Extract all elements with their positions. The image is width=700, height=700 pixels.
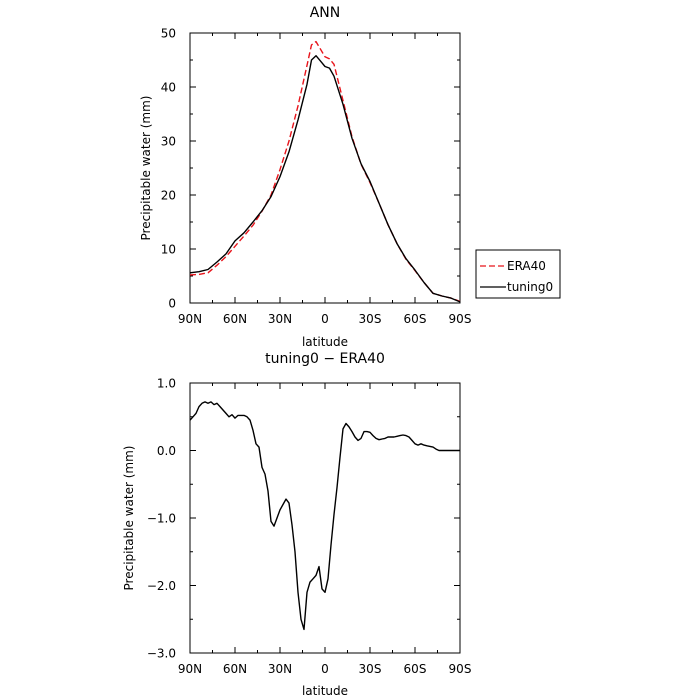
legend-label-tuning0: tuning0: [507, 280, 553, 294]
y-tick-label: 10: [161, 243, 176, 257]
y-tick-label: −3.0: [147, 647, 176, 661]
y-tick-label: 0.0: [157, 444, 176, 458]
series-line-tuning0: [189, 55, 461, 303]
x-axis-label: latitude: [302, 684, 348, 698]
y-axis-label: Precipitable water (mm): [122, 446, 136, 591]
x-tick-label: 30S: [359, 662, 382, 676]
panel-difference: tuning0 − ERA40 90N 60N 30N 0 30S 60S 90S −3.0 −…: [122, 351, 471, 698]
y-tick-label: 1.0: [157, 377, 176, 391]
legend-box: [475, 249, 561, 299]
x-tick-label: 90S: [449, 312, 472, 326]
plot-frame: [189, 382, 461, 654]
plot-frame: [189, 32, 461, 304]
axes: 90N 60N 30N 0 30S 60S 90S 0 10 20 30 40 50: [161, 27, 472, 327]
y-axis-label: Precipitable water (mm): [139, 96, 153, 241]
panel-precipitable-water: ANN 90N 60N 30N 0 30S 60S 90S 0 10 20 30 40 50 latit…: [139, 5, 471, 349]
x-tick-label: 90S: [449, 662, 472, 676]
y-tick-label: 30: [161, 135, 176, 149]
y-tick-label: 40: [161, 81, 176, 95]
series-layer: [189, 401, 460, 631]
legend-label-era40: ERA40: [507, 259, 546, 273]
x-tick-label: 30S: [359, 312, 382, 326]
x-tick-label: 90N: [178, 312, 202, 326]
x-axis-label: latitude: [302, 335, 348, 349]
x-tick-label: 0: [321, 662, 329, 676]
x-tick-label: 0: [321, 312, 329, 326]
y-tick-label: −2.0: [147, 579, 176, 593]
x-tick-label: 60S: [404, 662, 427, 676]
series-layer: [189, 40, 461, 303]
y-tick-label: −1.0: [147, 512, 176, 526]
chart-title: tuning0 − ERA40: [265, 351, 385, 367]
x-tick-label: 60S: [404, 312, 427, 326]
y-tick-label: 0: [168, 297, 176, 311]
y-tick-label: 50: [161, 27, 176, 41]
chart-title: ANN: [310, 5, 341, 21]
x-tick-label: 90N: [178, 662, 202, 676]
x-tick-label: 60N: [223, 312, 247, 326]
series-line-difference: [189, 401, 460, 631]
x-tick-label: 60N: [223, 662, 247, 676]
y-tick-label: 20: [161, 189, 176, 203]
axes: 90N 60N 30N 0 30S 60S 90S −3.0 −2.0 −1.0 0.0 1.0: [147, 377, 472, 677]
x-tick-label: 30N: [268, 312, 292, 326]
series-line-era40: [189, 40, 461, 303]
legend: ERA40 tuning0: [475, 249, 561, 299]
x-tick-label: 30N: [268, 662, 292, 676]
